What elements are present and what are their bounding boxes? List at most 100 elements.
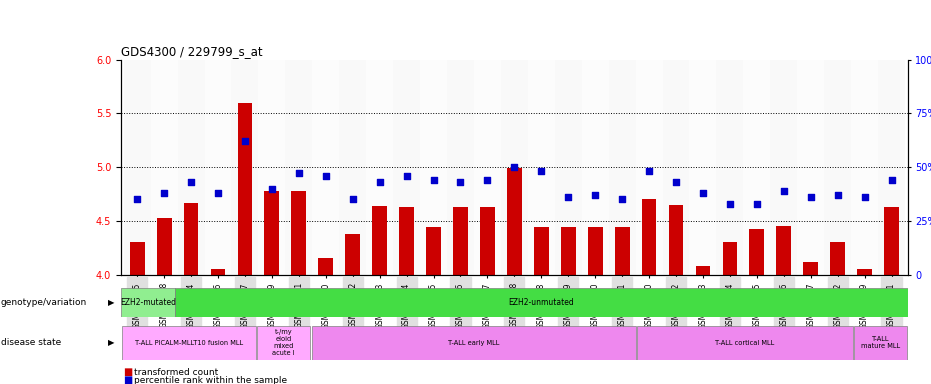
Point (264, 185, 279, 192)
Bar (124, 60, 151, 275)
Bar (641, 199, 656, 275)
Bar (286, 60, 312, 275)
Point (345, 196, 360, 202)
Point (668, 179, 683, 185)
Bar (743, 60, 770, 275)
Bar (122, 326, 256, 359)
Bar (151, 60, 178, 275)
Bar (555, 60, 582, 275)
Bar (609, 60, 636, 275)
Text: EZH2-unmutated: EZH2-unmutated (508, 298, 574, 307)
Point (480, 177, 495, 183)
Point (695, 190, 710, 196)
Point (722, 200, 737, 207)
Text: transformed count: transformed count (134, 368, 218, 377)
Bar (232, 60, 259, 275)
Text: percentile rank within the sample: percentile rank within the sample (134, 376, 287, 384)
Bar (560, 227, 575, 275)
Bar (121, 288, 175, 317)
Point (372, 179, 387, 185)
Bar (453, 207, 468, 275)
Bar (636, 60, 663, 275)
Bar (312, 326, 636, 359)
Bar (345, 234, 360, 275)
Point (237, 138, 252, 144)
Bar (668, 205, 683, 275)
Bar (884, 207, 899, 275)
Bar (857, 269, 872, 275)
Bar (637, 326, 853, 359)
Bar (690, 60, 717, 275)
Text: ▶: ▶ (108, 298, 115, 307)
Bar (528, 60, 555, 275)
Bar (855, 326, 907, 359)
Text: T-ALL PICALM-MLLT10 fusion MLL: T-ALL PICALM-MLLT10 fusion MLL (135, 340, 243, 346)
Point (129, 196, 144, 202)
Bar (717, 60, 743, 275)
Point (156, 190, 171, 196)
Bar (339, 60, 366, 275)
Bar (399, 207, 414, 275)
Bar (372, 206, 387, 275)
Bar (614, 227, 629, 275)
Bar (210, 269, 225, 275)
Bar (663, 60, 690, 275)
Bar (582, 60, 609, 275)
Text: GDS4300 / 229799_s_at: GDS4300 / 229799_s_at (121, 45, 263, 58)
Point (830, 192, 845, 198)
Point (210, 190, 225, 196)
Point (426, 177, 441, 183)
Point (399, 172, 414, 179)
Bar (878, 60, 905, 275)
Point (857, 194, 872, 200)
Bar (797, 60, 824, 275)
Point (318, 172, 333, 179)
Text: T-ALL cortical MLL: T-ALL cortical MLL (715, 340, 775, 346)
Point (533, 168, 548, 174)
Point (453, 179, 468, 185)
Bar (803, 262, 818, 275)
Bar (480, 207, 495, 275)
Bar (183, 202, 198, 275)
Bar (366, 60, 393, 275)
Bar (722, 242, 737, 275)
Bar (318, 258, 333, 275)
Bar (501, 60, 528, 275)
Bar (129, 242, 144, 275)
Bar (830, 242, 845, 275)
Text: t-/my
eloid
mixed
acute l: t-/my eloid mixed acute l (273, 329, 295, 356)
Bar (258, 326, 310, 359)
Bar (291, 191, 306, 275)
Bar (264, 191, 279, 275)
Point (587, 192, 602, 198)
Text: T-ALL
mature MLL: T-ALL mature MLL (861, 336, 900, 349)
Text: genotype/variation: genotype/variation (1, 298, 88, 307)
Bar (695, 266, 710, 275)
Bar (824, 60, 851, 275)
Bar (507, 168, 521, 275)
Text: ▶: ▶ (108, 338, 115, 348)
Point (506, 164, 521, 170)
Bar (178, 60, 205, 275)
Text: ■: ■ (123, 375, 132, 384)
Bar (533, 227, 548, 275)
Bar (205, 60, 232, 275)
Bar (851, 60, 878, 275)
Point (749, 200, 764, 207)
Bar (447, 60, 474, 275)
Point (803, 194, 818, 200)
Bar (156, 218, 171, 275)
Bar (587, 227, 602, 275)
Bar (776, 226, 791, 275)
Text: EZH2-mutated: EZH2-mutated (120, 298, 176, 307)
Bar (393, 60, 420, 275)
Text: disease state: disease state (1, 338, 61, 348)
Point (560, 194, 575, 200)
Point (776, 188, 791, 194)
Text: ■: ■ (123, 367, 132, 377)
Point (291, 170, 306, 177)
Point (183, 179, 198, 185)
Bar (426, 227, 441, 275)
Point (614, 196, 629, 202)
Point (884, 177, 899, 183)
